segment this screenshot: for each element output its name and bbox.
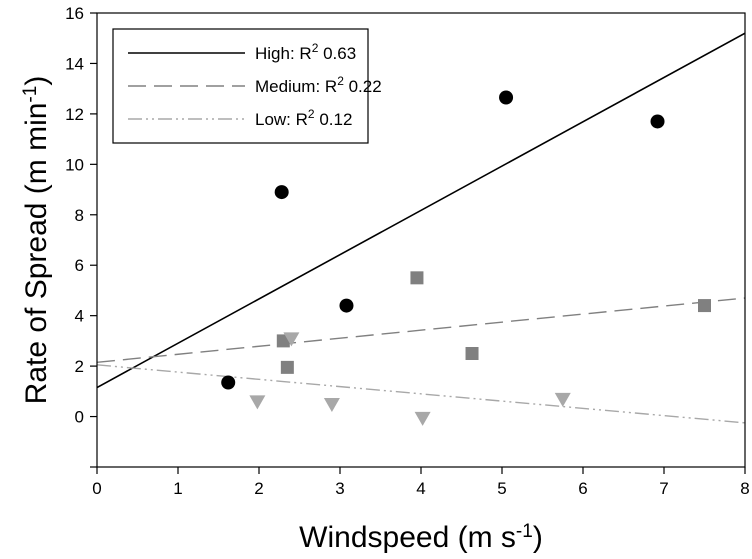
y-tick-label: 10 — [65, 155, 84, 174]
x-tick-label: 2 — [254, 479, 263, 498]
y-tick-label: 8 — [75, 206, 84, 225]
point-low — [554, 392, 571, 407]
x-tick-label: 3 — [335, 479, 344, 498]
fit-line-medium — [97, 297, 745, 364]
y-axis: 0 2 4 6 8 10 12 14 16 — [65, 4, 97, 468]
point-high — [221, 375, 236, 390]
point-low — [249, 395, 266, 410]
y-tick-label: 12 — [65, 105, 84, 124]
y-tick-label: 4 — [75, 307, 84, 326]
y-tick-label: 6 — [75, 256, 84, 275]
point-low — [414, 411, 431, 426]
point-medium — [410, 271, 424, 285]
x-tick-label: 1 — [173, 479, 182, 498]
data-markers — [221, 90, 711, 426]
y-tick-label: 16 — [65, 4, 84, 23]
y-tick-label: 0 — [75, 408, 84, 427]
legend-label-low: Low: R2 0.12 — [255, 107, 352, 129]
x-axis-title: Windspeed (m s-1) — [299, 521, 543, 555]
x-tick-label: 5 — [497, 479, 506, 498]
point-medium — [280, 360, 294, 374]
x-tick-label: 8 — [740, 479, 749, 498]
point-high — [499, 90, 514, 105]
point-high — [274, 185, 289, 200]
y-tick-label: 2 — [75, 357, 84, 376]
x-tick-label: 6 — [578, 479, 587, 498]
legend-label-medium: Medium: R2 0.22 — [255, 74, 382, 96]
x-tick-label: 0 — [92, 479, 101, 498]
point-low — [323, 397, 340, 412]
fit-line-low — [97, 364, 745, 424]
fit-lines — [97, 32, 745, 424]
fit-line-high — [97, 32, 745, 389]
point-medium — [698, 299, 711, 313]
x-axis: 0 1 2 3 4 5 6 7 8 — [92, 467, 750, 498]
y-axis-title: Rate of Spread (m min-1) — [20, 76, 54, 405]
point-low — [283, 332, 300, 347]
legend: High: R2 0.63 Medium: R2 0.22 Low: R2 0.12 — [112, 28, 382, 144]
x-tick-label: 7 — [659, 479, 668, 498]
point-medium — [465, 347, 479, 360]
y-tick-label: 14 — [65, 54, 84, 73]
point-high — [339, 298, 354, 313]
x-tick-label: 4 — [416, 479, 425, 498]
legend-label-high: High: R2 0.63 — [255, 41, 356, 63]
point-high — [650, 114, 665, 129]
